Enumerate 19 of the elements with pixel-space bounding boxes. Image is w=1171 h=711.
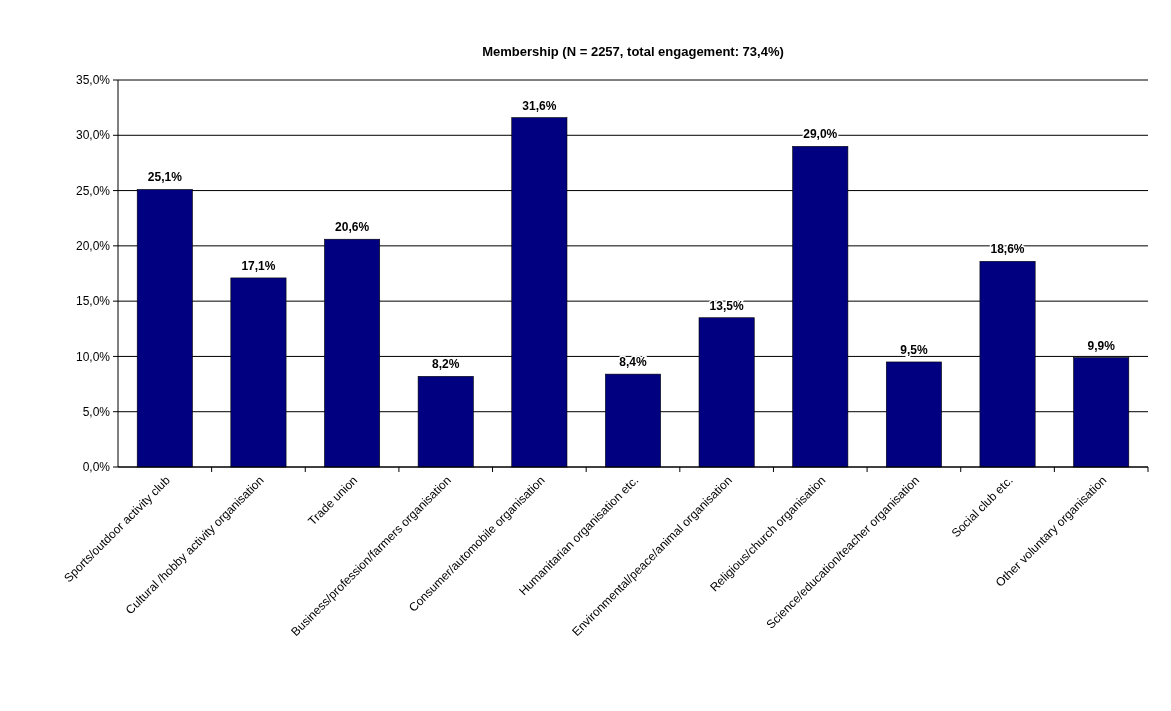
y-tick-label: 25,0% xyxy=(75,183,111,198)
data-label: 13,5% xyxy=(709,298,744,313)
data-label: 9,9% xyxy=(1087,338,1116,353)
data-label: 20,6% xyxy=(335,220,370,235)
data-label: 31,6% xyxy=(522,98,557,113)
y-tick-label: 5,0% xyxy=(82,404,111,419)
data-label: 8,4% xyxy=(619,355,647,370)
y-tick-label: 30,0% xyxy=(75,128,111,143)
data-label: 9,5% xyxy=(900,342,928,357)
data-label: 25,1% xyxy=(147,170,183,185)
chart-title: Membership (N = 2257, total engagement: 73,4%) xyxy=(482,44,784,59)
y-tick-label: 15,0% xyxy=(75,294,111,309)
y-tick-label: 10,0% xyxy=(75,349,111,364)
y-tick-label: 20,0% xyxy=(75,239,111,254)
data-label: 18,6% xyxy=(990,242,1025,257)
data-label: 8,2% xyxy=(432,357,460,372)
data-label: 17,1% xyxy=(241,258,276,273)
y-tick-label: 35,0% xyxy=(75,73,111,88)
y-tick-label: 0,0% xyxy=(82,460,111,475)
